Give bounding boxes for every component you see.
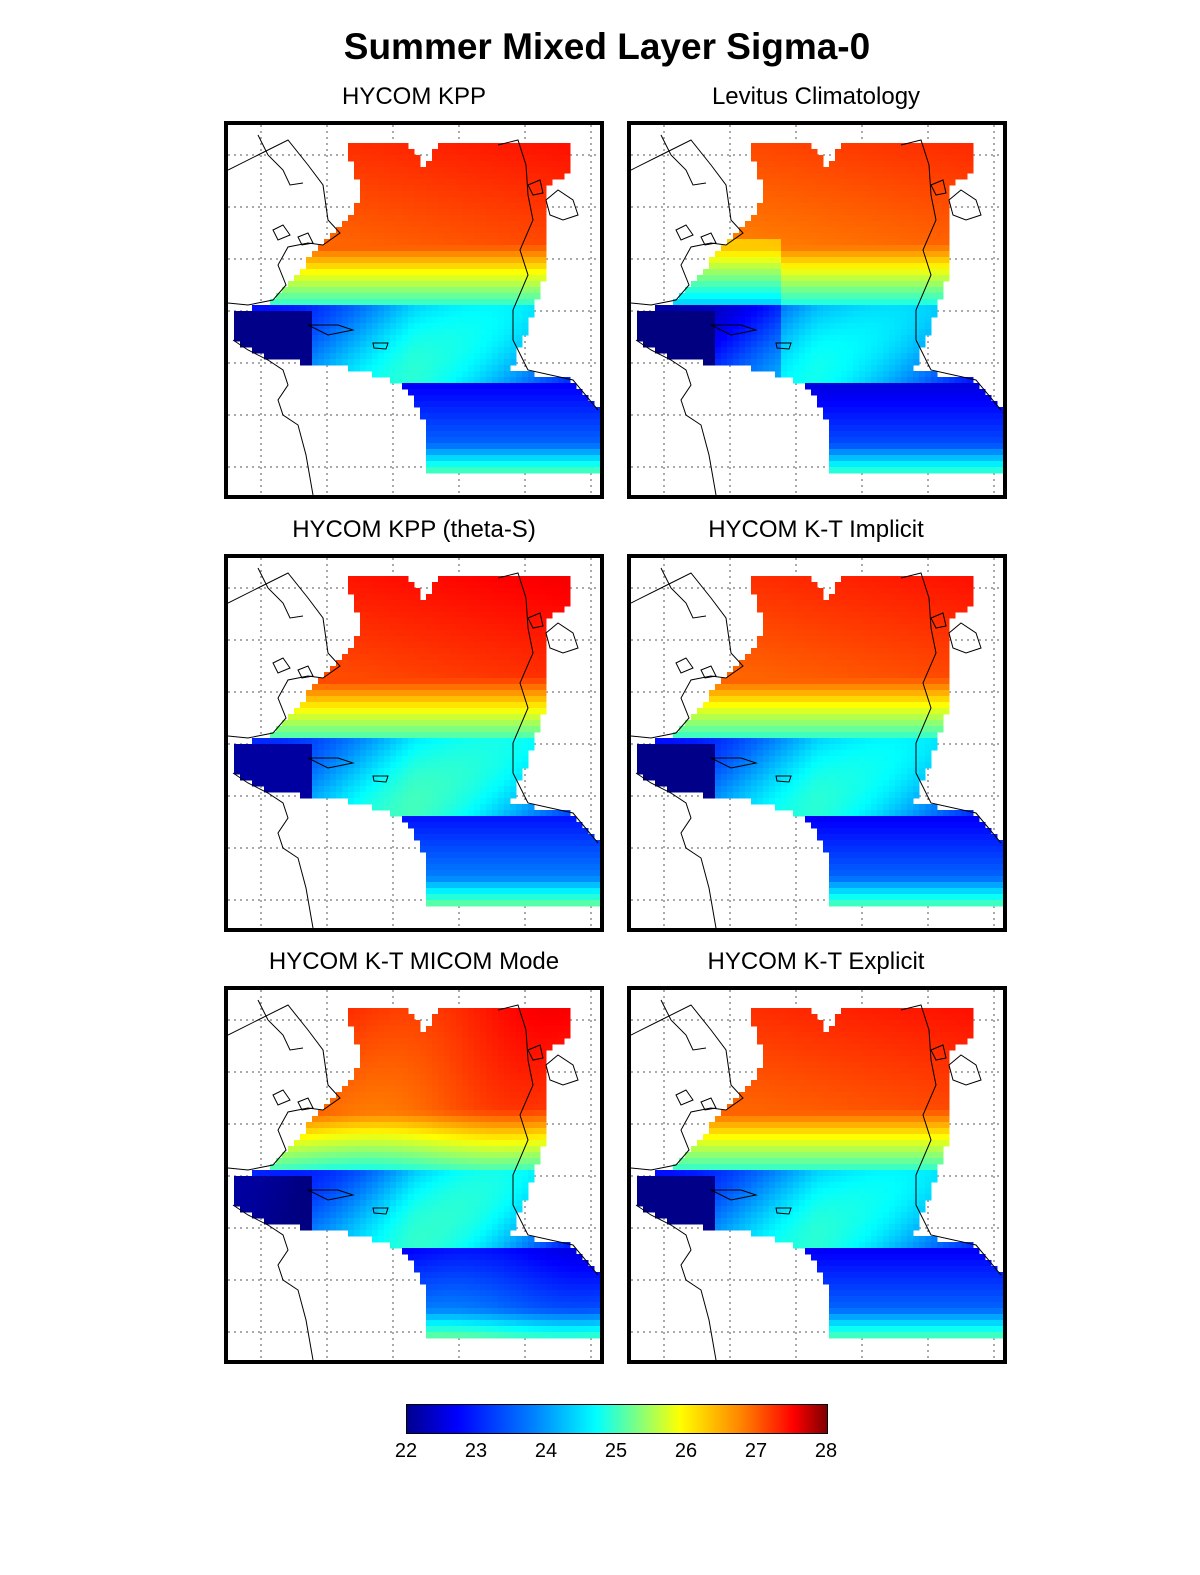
coastline: [372, 1207, 389, 1215]
sigma-field: [234, 143, 600, 474]
coastline: [631, 572, 744, 739]
map-panel-kt-explicit: [627, 986, 1007, 1364]
coastline: [257, 567, 304, 619]
map-panel-hycom-kpp: [224, 121, 604, 499]
coastline: [297, 665, 314, 679]
coastline: [930, 612, 947, 629]
coastline: [228, 572, 341, 739]
coastline: [497, 572, 599, 844]
coastline: [527, 179, 544, 196]
panel-title-kt-micom: HYCOM K-T MICOM Mode: [268, 948, 560, 975]
map-canvas: [631, 990, 1003, 1360]
coastline: [675, 657, 694, 674]
coastline: [228, 1004, 341, 1171]
colorbar-tick-label: 26: [674, 1440, 698, 1462]
colorbar-tick-label: 25: [604, 1440, 628, 1462]
coastline: [900, 139, 1002, 411]
coastline: [948, 622, 982, 654]
coastline: [900, 572, 1002, 844]
coastline: [930, 179, 947, 196]
coastline: [710, 324, 758, 336]
coastline: [497, 1004, 599, 1276]
coastline: [257, 134, 304, 186]
coastline: [635, 772, 717, 928]
coastline: [700, 232, 717, 246]
map-canvas: [631, 125, 1003, 495]
coastline: [660, 999, 707, 1051]
map-panel-kt-implicit: [627, 554, 1007, 932]
coastline: [228, 139, 341, 306]
colorbar-tick-label: 22: [394, 1440, 418, 1462]
coastline: [497, 139, 599, 411]
coastline: [710, 1189, 758, 1201]
coastline: [372, 775, 389, 783]
coastline: [631, 139, 744, 306]
coastline: [527, 1044, 544, 1061]
map-canvas: [228, 125, 600, 495]
sigma-field: [637, 1008, 1003, 1339]
coastline: [372, 342, 389, 350]
map-panel-hycom-kpp-theta-s: [224, 554, 604, 932]
coastline: [545, 622, 579, 654]
figure-title: Summer Mixed Layer Sigma-0: [343, 26, 871, 67]
coastline: [775, 342, 792, 350]
sigma-field: [637, 576, 1003, 907]
coastline: [948, 1054, 982, 1086]
coastline: [545, 189, 579, 221]
coastline: [297, 1097, 314, 1111]
panel-title-kt-implicit: HYCOM K-T Implicit: [708, 516, 924, 543]
coastline: [307, 757, 355, 769]
panel-title-kt-explicit: HYCOM K-T Explicit: [707, 948, 925, 975]
sigma-field: [234, 1008, 600, 1339]
coastline: [660, 134, 707, 186]
coastline: [307, 324, 355, 336]
coastline: [272, 1089, 291, 1106]
coastline: [232, 772, 314, 928]
colorbar: [406, 1404, 828, 1434]
map-canvas: [228, 990, 600, 1360]
coastline: [930, 1044, 947, 1061]
coastline: [527, 612, 544, 629]
coastline: [700, 1097, 717, 1111]
coastline: [775, 1207, 792, 1215]
coastline: [675, 1089, 694, 1106]
sigma-field: [637, 143, 1003, 474]
coastline: [635, 339, 717, 495]
sigma-field: [234, 576, 600, 907]
panel-title-hycom-kpp-theta-s: HYCOM KPP (theta-S): [292, 516, 536, 543]
coastline: [675, 224, 694, 241]
coastline: [257, 999, 304, 1051]
coastline: [232, 1204, 314, 1360]
coastline: [307, 1189, 355, 1201]
colorbar-tick-label: 24: [534, 1440, 558, 1462]
coastline: [635, 1204, 717, 1360]
map-panel-levitus: [627, 121, 1007, 499]
coastline: [272, 224, 291, 241]
coastline: [297, 232, 314, 246]
map-panel-kt-micom: [224, 986, 604, 1364]
coastline: [948, 189, 982, 221]
coastline: [232, 339, 314, 495]
coastline: [775, 775, 792, 783]
map-canvas: [631, 558, 1003, 928]
coastline: [700, 665, 717, 679]
coastline: [545, 1054, 579, 1086]
coastline: [900, 1004, 1002, 1276]
colorbar-tick-label: 23: [464, 1440, 488, 1462]
coastline: [660, 567, 707, 619]
colorbar-tick-label: 28: [814, 1440, 838, 1462]
coastline: [631, 1004, 744, 1171]
map-canvas: [228, 558, 600, 928]
colorbar-tick-label: 27: [744, 1440, 768, 1462]
panel-title-hycom-kpp: HYCOM KPP: [341, 83, 487, 110]
panel-title-levitus: Levitus Climatology: [711, 83, 921, 110]
coastline: [272, 657, 291, 674]
coastline: [710, 757, 758, 769]
